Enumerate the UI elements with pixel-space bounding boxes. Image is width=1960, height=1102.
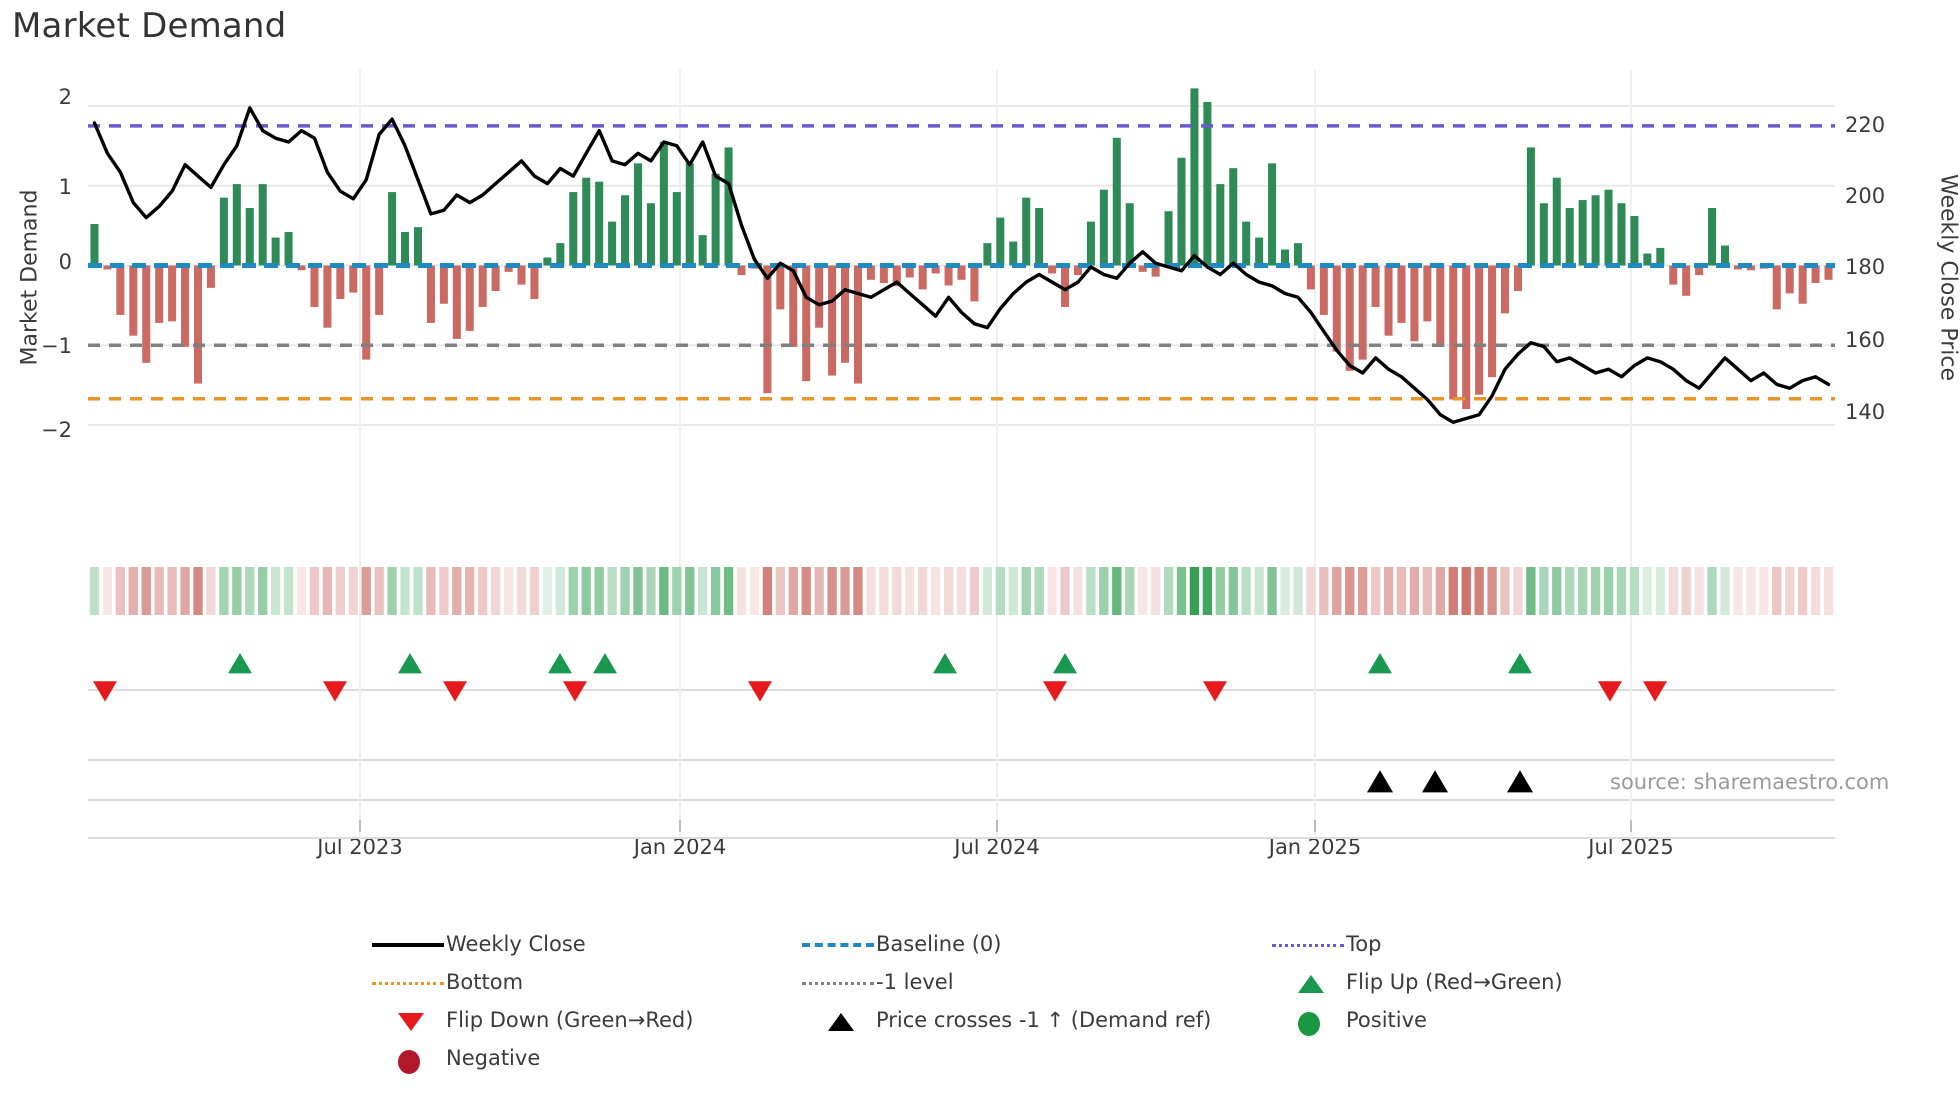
line-icon bbox=[372, 929, 446, 959]
legend-item-flip-up[interactable]: Flip Up (Red→Green) bbox=[1272, 963, 1732, 1001]
legend-label: Top bbox=[1346, 932, 1382, 956]
source-note: source: sharemaestro.com bbox=[1610, 770, 1890, 794]
dotted-line-icon bbox=[802, 967, 876, 997]
legend-label: Baseline (0) bbox=[876, 932, 1002, 956]
legend-item-negative[interactable]: Negative bbox=[372, 1039, 802, 1077]
dotted-line-icon bbox=[372, 967, 446, 997]
legend-item-weekly-close[interactable]: Weekly Close bbox=[372, 925, 802, 963]
legend-label: Bottom bbox=[446, 970, 524, 994]
demand-heatmap-strip bbox=[89, 567, 1834, 615]
y-tick-left-2: 0 bbox=[58, 250, 72, 274]
gridlines bbox=[88, 70, 1835, 839]
legend-item-flip-down[interactable]: Flip Down (Green→Red) bbox=[372, 1001, 802, 1039]
y-tick-right-1: 200 bbox=[1845, 184, 1886, 208]
legend-item-minus-one-level[interactable]: -1 level bbox=[802, 963, 1272, 1001]
triangle-up-icon bbox=[802, 1005, 876, 1035]
legend-label: Weekly Close bbox=[446, 932, 586, 956]
weekly-close-line bbox=[92, 106, 1831, 424]
dotted-line-icon bbox=[1272, 929, 1346, 959]
y-tick-right-0: 220 bbox=[1845, 113, 1886, 137]
legend-item-bottom[interactable]: Bottom bbox=[372, 963, 802, 1001]
legend-item-positive[interactable]: Positive bbox=[1272, 1001, 1732, 1039]
y-tick-left-1: 1 bbox=[58, 175, 72, 199]
y-tick-left-3: −1 bbox=[41, 334, 72, 358]
triangle-up-icon bbox=[1272, 967, 1346, 997]
legend-label: Negative bbox=[446, 1046, 541, 1070]
demand-bars bbox=[90, 88, 1833, 410]
legend-label: Positive bbox=[1346, 1008, 1427, 1032]
y-tick-right-3: 160 bbox=[1845, 328, 1886, 352]
circle-icon bbox=[372, 1043, 446, 1074]
legend-label: Flip Up (Red→Green) bbox=[1346, 970, 1563, 994]
y-tick-left-4: −2 bbox=[41, 418, 72, 442]
y-tick-right-2: 180 bbox=[1845, 255, 1886, 279]
dashed-line-icon bbox=[802, 929, 876, 959]
y-tick-left-0: 2 bbox=[58, 85, 72, 109]
page-title: Market Demand bbox=[12, 6, 287, 46]
circle-icon bbox=[1272, 1005, 1346, 1036]
signal-markers bbox=[93, 653, 1667, 793]
chart-legend: Weekly Close Baseline (0) Top Bottom -1 … bbox=[372, 925, 1792, 1077]
legend-label: -1 level bbox=[876, 970, 954, 994]
y-tick-right-4: 140 bbox=[1845, 400, 1886, 424]
legend-item-baseline[interactable]: Baseline (0) bbox=[802, 925, 1272, 963]
legend-label: Flip Down (Green→Red) bbox=[446, 1008, 694, 1032]
triangle-down-icon bbox=[372, 1005, 446, 1035]
legend-item-price-crosses[interactable]: Price crosses -1 ↑ (Demand ref) bbox=[802, 1001, 1272, 1039]
legend-item-top[interactable]: Top bbox=[1272, 925, 1732, 963]
legend-label: Price crosses -1 ↑ (Demand ref) bbox=[876, 1008, 1212, 1032]
